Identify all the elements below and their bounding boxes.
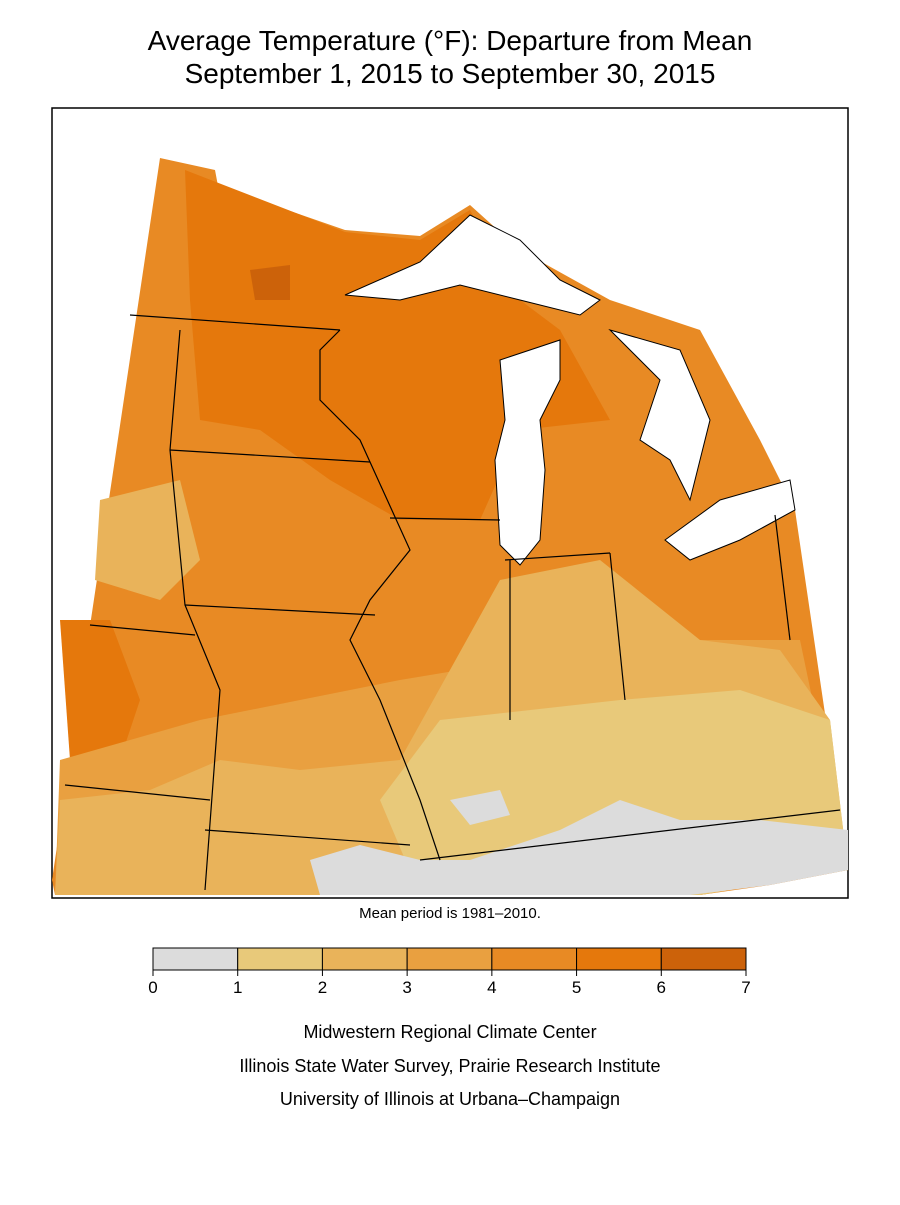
legend-swatch [406,947,493,971]
map [51,107,849,899]
legend: 0 1 2 3 4 5 6 7 [148,947,751,997]
credit: Midwestern Regional Climate Center [303,1022,596,1042]
credit: University of Illinois at Urbana–Champai… [280,1089,620,1109]
legend-tick-label: 4 [487,978,496,997]
title-line: Average Temperature (°F): Departure from… [148,25,753,56]
title-line: September 1, 2015 to September 30, 2015 [185,58,716,89]
legend-tick-label: 7 [741,978,750,997]
legend-tick-label: 1 [233,978,242,997]
legend-swatch [237,947,323,971]
legend-swatch [491,947,578,971]
legend-tick-label: 5 [572,978,581,997]
legend-swatch [660,947,747,971]
legend-tick-label: 2 [318,978,327,997]
legend-swatch [152,947,239,971]
legend-tick-label: 0 [148,978,157,997]
legend-tick-label: 3 [402,978,411,997]
legend-swatch [321,947,408,971]
credit: Illinois State Water Survey, Prairie Res… [239,1056,660,1076]
legend-tick-label: 6 [657,978,666,997]
legend-swatch [576,947,662,971]
note: Mean period is 1981–2010. [359,905,541,922]
